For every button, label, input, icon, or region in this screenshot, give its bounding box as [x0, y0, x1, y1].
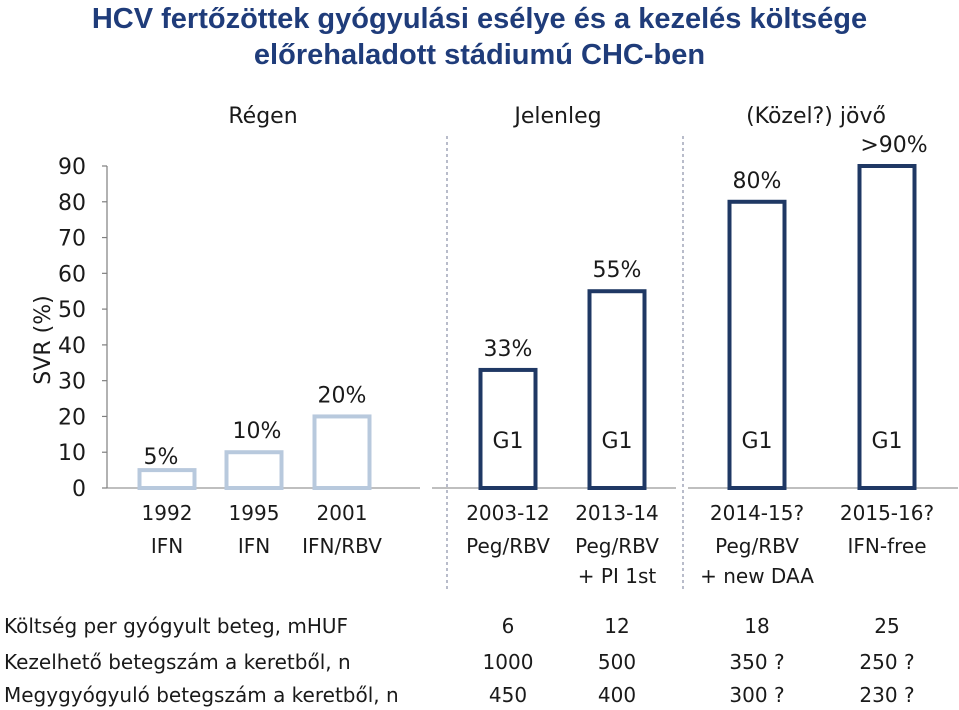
y-tick-label: 80	[58, 191, 86, 216]
table-cell: 250 ?	[859, 650, 914, 674]
treatment-label: + PI 1st	[578, 564, 657, 588]
table-cell: 450	[489, 683, 527, 707]
table-row-label: Megygyógyuló betegszám a keretből, n	[4, 683, 399, 707]
table-cell: 230 ?	[859, 683, 914, 707]
bar	[312, 414, 372, 491]
treatment-label: IFN/RBV	[302, 534, 382, 558]
bar-value-label: 33%	[484, 337, 533, 362]
table-cell: 300 ?	[729, 683, 784, 707]
bar	[224, 450, 284, 491]
treatment-label: Peg/RBV	[715, 534, 799, 558]
y-tick-label: 10	[58, 441, 86, 466]
table-cell: 1000	[483, 650, 534, 674]
bar	[587, 289, 647, 490]
bar	[727, 199, 787, 490]
y-tick-label: 20	[58, 405, 86, 430]
chart-title-line-2: előrehaladott stádiumú CHC-ben	[253, 39, 706, 71]
table-cell: 25	[874, 614, 899, 638]
x-tick-label: 1992	[142, 501, 193, 525]
x-tick-label: 1995	[229, 501, 280, 525]
bar	[857, 164, 917, 490]
treatment-label: Peg/RBV	[466, 534, 550, 558]
y-tick-label: 0	[72, 477, 86, 502]
table-row-label: Kezelhető betegszám a keretből, n	[4, 650, 351, 674]
table-cell: 6	[502, 614, 515, 638]
genotype-label: G1	[492, 429, 523, 454]
y-tick-label: 40	[58, 334, 86, 359]
bar-value-label: 55%	[593, 258, 642, 283]
section-header-2: (Közel?) jövő	[746, 104, 886, 129]
y-tick-label: 90	[58, 155, 86, 180]
table-row-label: Költség per gyógyult beteg, mHUF	[4, 614, 348, 638]
chart-title-line-1: HCV fertőzöttek gyógyulási esélye és a k…	[91, 3, 868, 35]
bar-value-label: 20%	[318, 383, 367, 408]
section-header-0: Régen	[228, 104, 297, 129]
treatment-label: IFN-free	[847, 534, 926, 558]
y-axis-title: SVR (%)	[31, 295, 56, 384]
table-cell: 400	[598, 683, 636, 707]
table-cell: 350 ?	[729, 650, 784, 674]
x-tick-label: 2014-15?	[710, 501, 804, 525]
genotype-label: G1	[871, 429, 902, 454]
table-cell: 500	[598, 650, 636, 674]
x-tick-label: 2013-14	[575, 501, 659, 525]
treatment-label: Peg/RBV	[575, 534, 659, 558]
y-tick-label: 60	[58, 262, 86, 287]
treatment-label: IFN	[151, 534, 183, 558]
genotype-label: G1	[741, 429, 772, 454]
section-header-1: Jelenleg	[512, 104, 601, 129]
bar-value-label: >90%	[860, 133, 927, 158]
y-tick-label: 50	[58, 298, 86, 323]
bar	[137, 468, 197, 491]
y-tick-label: 30	[58, 370, 86, 395]
x-tick-label: 2003-12	[466, 501, 550, 525]
x-tick-label: 2001	[317, 501, 368, 525]
treatment-label: IFN	[238, 534, 270, 558]
genotype-label: G1	[601, 429, 632, 454]
treatment-label: + new DAA	[700, 564, 814, 588]
table-cell: 12	[604, 614, 629, 638]
bar	[478, 367, 538, 490]
table-cell: 18	[744, 614, 769, 638]
bar-value-label: 80%	[733, 169, 782, 194]
y-tick-label: 70	[58, 227, 86, 252]
bar-value-label: 5%	[144, 445, 179, 470]
bar-value-label: 10%	[233, 419, 282, 444]
x-tick-label: 2015-16?	[840, 501, 934, 525]
